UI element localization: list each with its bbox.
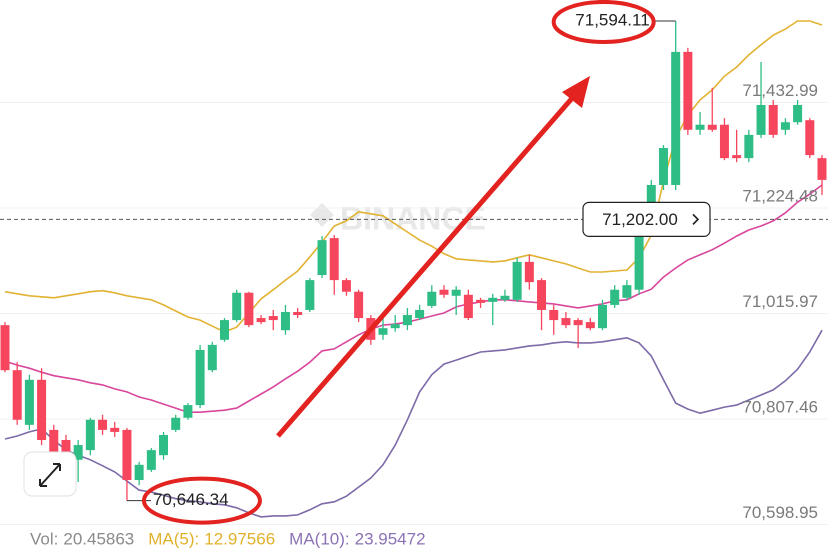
candle-body [500,295,510,300]
candle-body [256,318,266,323]
candle-body [756,105,766,135]
candle-body [159,434,169,456]
candle-body [280,311,290,331]
candle-body [488,297,498,302]
band-line [4,329,823,518]
candle-body [451,289,461,296]
candle-body [341,280,351,292]
indicator-label: MA(5): [148,529,199,548]
candle-body [683,51,693,130]
candle-body [317,240,327,276]
candle-body [744,134,754,159]
candle-body [12,370,22,420]
watermark: BINANCE [310,200,486,236]
candle-body [561,318,571,326]
chevron-icon [692,213,700,225]
y-tick-label: 70,598.95 [742,503,818,522]
candle-body [183,405,193,418]
candle-body [439,289,449,295]
indicator-value: 23.95472 [355,529,426,548]
indicator-value: 20.45863 [63,529,134,548]
candle-body [49,429,59,456]
watermark-text: BINANCE [340,200,486,236]
watermark-logo [310,203,334,227]
y-tick-label: 71,015.97 [742,292,818,311]
candle-body [85,419,95,451]
candle-body [98,419,108,430]
indicator-label: Vol: [30,529,58,548]
candle-body [537,280,547,310]
candle-body [658,148,668,185]
y-tick-label: 71,224.48 [742,186,818,205]
last-price-label: 71,202.00 [602,210,678,229]
candle-body [195,349,205,406]
candle-body [610,289,620,305]
candle-body [232,292,242,321]
candle-body [671,51,681,185]
low-label: 70,646.34 [153,490,229,509]
candle-body [402,315,412,326]
candle-body [0,325,10,371]
low-annotation [141,476,262,525]
candle-body [427,291,437,306]
indicator-label: MA(10): [289,529,349,548]
candle-body [305,280,315,310]
candle-body [780,122,790,130]
candle-body [634,224,644,290]
candle-body [768,105,778,135]
candle-body [73,445,83,460]
candle-body [329,238,339,281]
candle-body [171,417,181,430]
candle-body [146,450,156,470]
candle-body [378,328,388,335]
candle-body [122,429,132,480]
band-line [4,184,823,414]
arrow-head [562,76,590,108]
annotation-arrow [276,94,576,438]
candle-body [598,304,608,329]
candle-body [463,294,473,319]
candle-body [707,124,717,130]
candle-body [390,324,400,329]
candle-body [37,379,47,441]
candle-body [244,292,254,326]
candle-body [695,124,705,130]
high-label: 71,594.11 [575,10,649,29]
candle-body [354,291,364,319]
indicator-value: 12.97566 [204,529,275,548]
candle-body [293,311,303,316]
candle-body [24,379,34,425]
candle-body [110,427,120,432]
candle-body [622,285,632,298]
candle-body [207,344,217,371]
expand-icon [39,463,61,487]
y-tick-label: 70,807.46 [742,398,818,417]
candle-body [793,105,803,123]
y-tick-label: 71,432.99 [742,81,818,100]
candle-body [219,320,229,340]
candle-body [549,309,559,321]
candle-body [719,124,729,159]
high-annotation [551,0,656,44]
last-price-box[interactable] [582,201,711,237]
candle-body [805,120,815,156]
candle-body [524,261,534,283]
candle-body [134,464,144,480]
candle-body [817,158,827,180]
candle-body [732,155,742,159]
band-line [4,20,823,333]
candle-body [476,299,486,303]
candle-body [268,316,278,321]
expand-button[interactable] [23,451,77,497]
candle-body [573,320,583,326]
candle-body [585,322,595,329]
candle-body [512,261,522,300]
candle-body [415,309,425,319]
